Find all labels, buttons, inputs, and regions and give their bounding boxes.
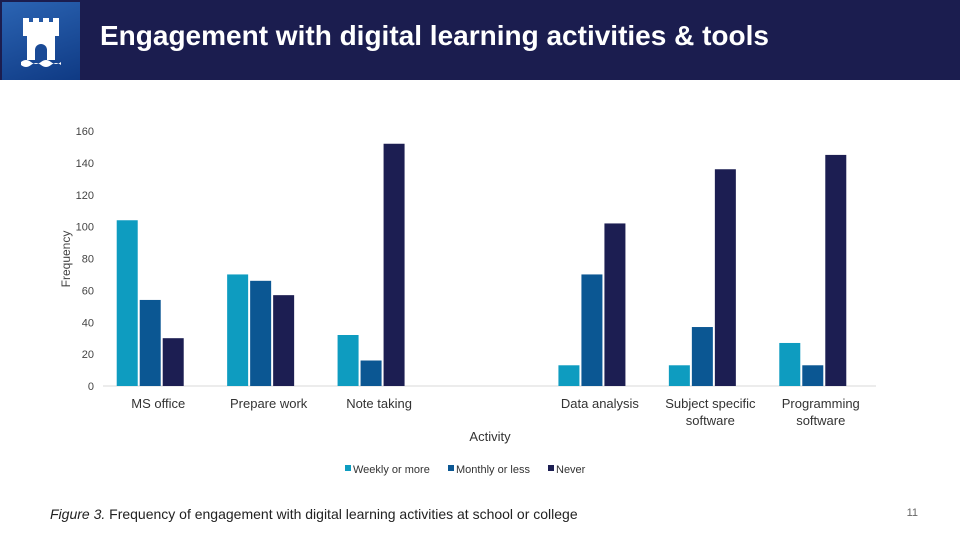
legend-label: Never bbox=[556, 464, 586, 476]
bar bbox=[668, 365, 690, 386]
bar-chart: 0 20 40 60 80 100 120 140 160 Frequency MS office P… bbox=[59, 126, 876, 476]
bar bbox=[825, 154, 847, 386]
y-tick-label: 140 bbox=[76, 158, 94, 170]
x-axis-label: Activity bbox=[469, 429, 511, 444]
y-tick-label: 120 bbox=[76, 190, 94, 202]
castle-icon bbox=[21, 18, 61, 67]
page-number: 11 bbox=[906, 507, 918, 519]
y-tick-label: 100 bbox=[76, 222, 94, 234]
x-tick-label: Programming bbox=[782, 396, 860, 411]
y-tick-label: 0 bbox=[88, 381, 94, 393]
bar bbox=[162, 338, 184, 386]
bar bbox=[714, 169, 736, 386]
caption-text: Frequency of engagement with digital lea… bbox=[105, 506, 578, 522]
bar bbox=[337, 335, 359, 386]
x-tick-label: software bbox=[686, 413, 735, 428]
x-tick-label: Data analysis bbox=[561, 396, 640, 411]
y-tick-label: 60 bbox=[82, 285, 94, 297]
y-tick-label: 20 bbox=[82, 349, 94, 361]
slide-header: Engagement with digital learning activit… bbox=[0, 0, 960, 80]
bar bbox=[383, 143, 405, 386]
legend-label: Monthly or less bbox=[456, 464, 530, 476]
bar bbox=[360, 360, 382, 386]
y-axis-label: Frequency bbox=[59, 231, 73, 288]
legend-label: Weekly or more bbox=[353, 464, 430, 476]
bar bbox=[558, 365, 580, 386]
legend-swatch bbox=[345, 465, 351, 471]
slide-title: Engagement with digital learning activit… bbox=[100, 20, 769, 51]
bar bbox=[802, 365, 824, 386]
y-tick-label: 80 bbox=[82, 254, 94, 266]
caption-label: Figure 3. bbox=[50, 506, 106, 522]
x-tick-label: Prepare work bbox=[230, 396, 308, 411]
bar bbox=[116, 220, 138, 386]
bar bbox=[227, 274, 249, 386]
bar bbox=[581, 274, 603, 386]
bar bbox=[604, 223, 626, 386]
university-logo bbox=[2, 2, 80, 80]
y-tick-label: 160 bbox=[76, 126, 94, 138]
bar bbox=[273, 295, 295, 386]
y-tick-label: 40 bbox=[82, 317, 94, 329]
x-tick-label: MS office bbox=[131, 396, 185, 411]
bar bbox=[250, 280, 272, 386]
figure-caption: Figure 3. Frequency of engagement with d… bbox=[50, 506, 578, 522]
bar bbox=[691, 327, 713, 386]
bar bbox=[779, 342, 801, 386]
x-tick-label: Subject specific bbox=[665, 396, 756, 411]
legend-swatch bbox=[548, 465, 554, 471]
legend-swatch bbox=[448, 465, 454, 471]
bar bbox=[139, 299, 161, 386]
x-tick-label: software bbox=[796, 413, 845, 428]
x-tick-label: Note taking bbox=[346, 396, 412, 411]
